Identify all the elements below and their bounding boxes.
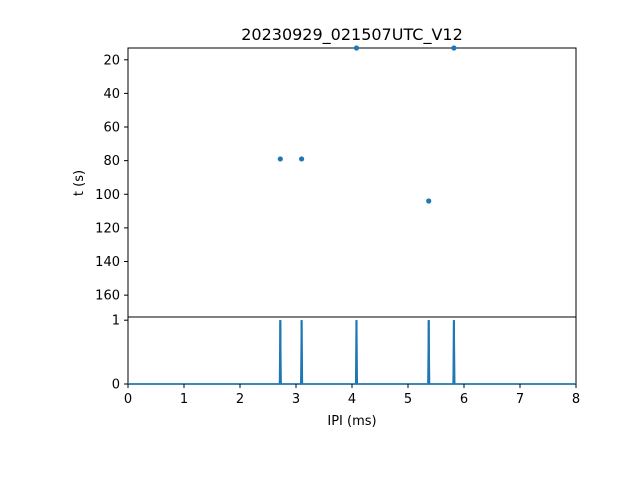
ipi-x-ticks: 0 1 2 3 4 5 6 7 8 [124, 384, 580, 407]
scatter-y-tick-label: 40 [103, 87, 120, 102]
scatter-y-tick-label: 160 [95, 289, 120, 304]
scatter-point [426, 198, 432, 204]
ipi-x-axis-label: IPI (ms) [327, 414, 376, 429]
scatter-y-tick-label: 100 [95, 188, 120, 203]
scatter-point [451, 45, 457, 51]
ipi-x-tick-label: 2 [236, 392, 244, 407]
scatter-point [277, 156, 283, 162]
ipi-line [128, 320, 576, 385]
ipi-x-tick-label: 1 [180, 392, 188, 407]
ipi-y-tick-label: 1 [112, 314, 120, 329]
scatter-point [353, 45, 360, 51]
ipi-x-tick-label: 4 [348, 392, 356, 407]
ipi-x-tick-label: 0 [124, 392, 132, 407]
scatter-y-tick-label: 140 [95, 255, 120, 270]
scatter-y-tick-label: 120 [95, 221, 120, 236]
chart-title: 20230929_021507UTC_V12 [241, 25, 463, 45]
ipi-x-tick-label: 8 [572, 392, 580, 407]
ipi-y-tick-label: 0 [112, 378, 120, 393]
ipi-x-tick-label: 6 [460, 392, 468, 407]
scatter-y-tick-label: 60 [103, 121, 120, 136]
scatter-y-axis-label: t (s) [72, 170, 87, 196]
scatter-y-tick-label: 80 [103, 154, 120, 169]
scatter-point [299, 156, 305, 162]
scatter-points [277, 45, 457, 204]
ipi-y-ticks: 01 [112, 314, 128, 393]
scatter-y-tick-label: 20 [103, 53, 120, 68]
ipi-x-tick-label: 3 [292, 392, 300, 407]
scatter-y-ticks: 20 40 60 80 100 120 140 160 [95, 53, 128, 304]
ipi-x-tick-label: 5 [404, 392, 412, 407]
ipi-x-tick-label: 7 [516, 392, 524, 407]
